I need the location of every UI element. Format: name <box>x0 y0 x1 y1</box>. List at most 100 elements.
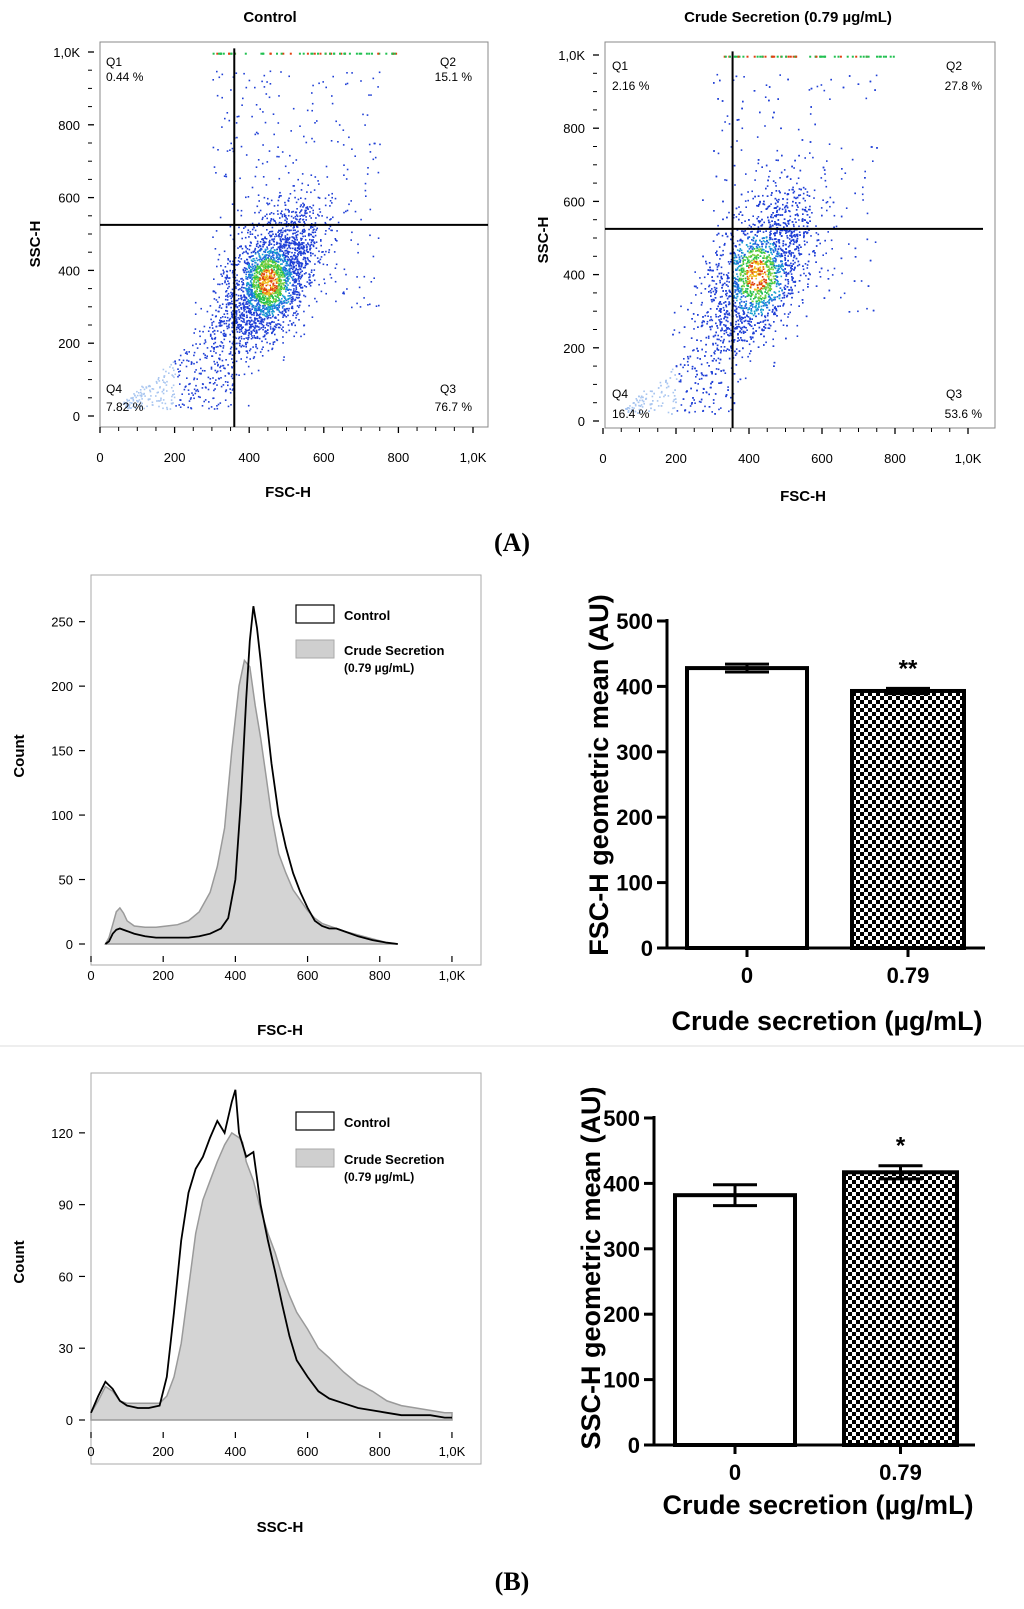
scatter-point <box>278 297 280 300</box>
scatter-point <box>184 352 187 354</box>
scatter-point <box>792 192 795 194</box>
scatter-point <box>218 52 220 55</box>
scatter-point <box>224 335 226 337</box>
scatter-point <box>237 233 240 235</box>
scatter-point <box>236 282 238 285</box>
scatter-point <box>329 200 332 202</box>
scatter-point <box>296 243 299 245</box>
scatter-point <box>213 290 216 293</box>
scatter-point <box>728 211 730 214</box>
scatter-point <box>284 281 286 284</box>
scatter-point <box>291 291 294 294</box>
scatter-point <box>293 225 295 227</box>
scatter-point <box>219 216 222 219</box>
scatter-point <box>192 344 194 347</box>
scatter-point <box>301 246 303 248</box>
scatter-point <box>287 278 289 281</box>
scatter-point <box>287 324 290 326</box>
scatter-point <box>305 216 307 218</box>
scatter-point <box>365 52 368 55</box>
scatter-point <box>348 203 350 206</box>
scatter-point <box>272 113 275 115</box>
scatter-point <box>273 275 276 277</box>
scatter-point <box>245 262 247 265</box>
scatter-point <box>264 301 267 303</box>
scatter-point <box>268 310 271 313</box>
scatter-point <box>372 158 375 161</box>
scatter-point <box>275 282 278 284</box>
scatter-point <box>264 251 267 253</box>
scatter-point <box>267 260 270 262</box>
scatter-point <box>742 295 745 297</box>
scatter-point <box>740 293 743 295</box>
scatter-point <box>267 261 269 264</box>
scatter-point <box>260 268 262 271</box>
scatter-point <box>725 274 728 276</box>
scatter-control-dots <box>122 52 398 411</box>
scatter-point <box>252 296 254 298</box>
scatter-point <box>282 227 284 230</box>
scatter-point <box>253 258 255 260</box>
scatter-point <box>261 218 264 221</box>
scatter-point <box>258 305 260 308</box>
scatter-point <box>268 316 270 319</box>
scatter-control-xlabel: FSC-H <box>265 484 311 501</box>
scatter-point <box>241 296 243 299</box>
scatter-point <box>162 407 164 410</box>
scatter-point <box>329 273 332 276</box>
scatter-point <box>292 266 295 268</box>
scatter-point <box>272 238 274 241</box>
scatter-point <box>203 325 206 328</box>
scatter-point <box>255 257 258 260</box>
scatter-point <box>278 235 280 238</box>
scatter-point <box>189 398 192 400</box>
scatter-point <box>277 267 280 269</box>
scatter-point <box>294 278 297 280</box>
scatter-point <box>334 197 337 200</box>
scatter-point <box>125 406 127 409</box>
scatter-point <box>279 259 282 262</box>
scatter-point <box>295 243 298 246</box>
scatter-point <box>736 249 739 251</box>
scatter-point <box>258 306 261 309</box>
scatter-point <box>700 292 703 294</box>
scatter-point <box>304 210 307 213</box>
scatter-point <box>330 244 333 246</box>
scatter-point <box>132 399 135 402</box>
scatter-point <box>244 299 246 301</box>
scatter-point <box>237 260 240 262</box>
scatter-point <box>265 275 268 278</box>
scatter-point <box>304 295 307 298</box>
q1-label: Q1 <box>106 55 122 69</box>
scatter-point <box>232 324 234 327</box>
scatter-point <box>249 300 252 303</box>
scatter-point <box>300 210 302 212</box>
scatter-point <box>214 341 217 344</box>
scatter-point <box>287 244 290 246</box>
scatter-point <box>298 300 301 303</box>
scatter-point <box>324 221 327 224</box>
scatter-point <box>248 323 251 326</box>
scatter-point <box>273 133 275 136</box>
scatter-point <box>253 272 256 275</box>
scatter-point <box>250 259 253 262</box>
scatter-point <box>351 148 353 150</box>
scatter-point <box>246 263 249 265</box>
scatter-point <box>266 282 268 284</box>
scatter-point <box>257 280 260 282</box>
scatter-point <box>173 369 175 372</box>
scatter-point <box>297 268 300 271</box>
scatter-point <box>345 178 348 180</box>
scatter-point <box>292 261 294 263</box>
scatter-point <box>756 136 759 138</box>
scatter-point <box>207 388 210 391</box>
scatter-point <box>246 306 249 308</box>
scatter-point <box>299 262 302 264</box>
scatter-point <box>162 389 165 391</box>
y-tick-label: 1,0K <box>53 45 80 60</box>
scatter-point <box>247 319 250 322</box>
scatter-point <box>700 304 703 306</box>
scatter-point <box>241 332 244 334</box>
scatter-point <box>248 320 251 322</box>
